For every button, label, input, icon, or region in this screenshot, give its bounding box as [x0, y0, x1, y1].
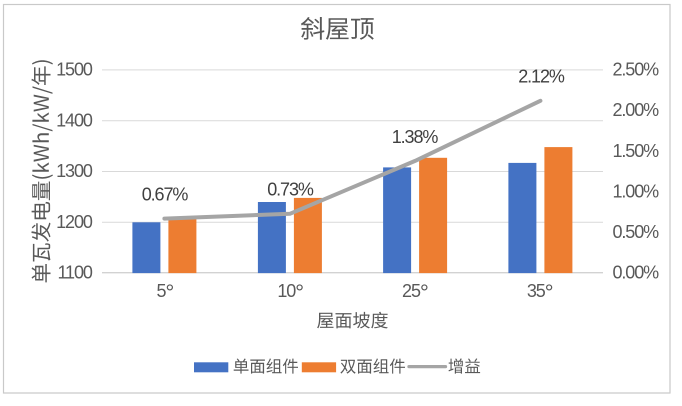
svg-text:0.50%: 0.50% — [613, 222, 660, 242]
svg-text:0.73%: 0.73% — [267, 180, 314, 200]
svg-text:1200: 1200 — [56, 212, 93, 232]
svg-text:1.00%: 1.00% — [613, 181, 660, 201]
svg-text:1100: 1100 — [57, 263, 92, 283]
svg-text:1400: 1400 — [56, 110, 93, 130]
svg-text:1.38%: 1.38% — [392, 127, 439, 147]
svg-text:1500: 1500 — [56, 60, 93, 80]
svg-text:35°: 35° — [527, 280, 553, 305]
svg-text:5°: 5° — [156, 280, 173, 305]
svg-text:10°: 10° — [277, 280, 303, 305]
svg-text:1.50%: 1.50% — [613, 141, 660, 161]
svg-text:2.00%: 2.00% — [613, 100, 660, 120]
svg-text:2.50%: 2.50% — [613, 60, 660, 80]
svg-text:25°: 25° — [402, 280, 428, 305]
svg-text:0.67%: 0.67% — [142, 185, 189, 205]
svg-text:1300: 1300 — [56, 161, 93, 181]
svg-text:0.00%: 0.00% — [613, 263, 660, 283]
svg-text:2.12%: 2.12% — [518, 67, 565, 87]
